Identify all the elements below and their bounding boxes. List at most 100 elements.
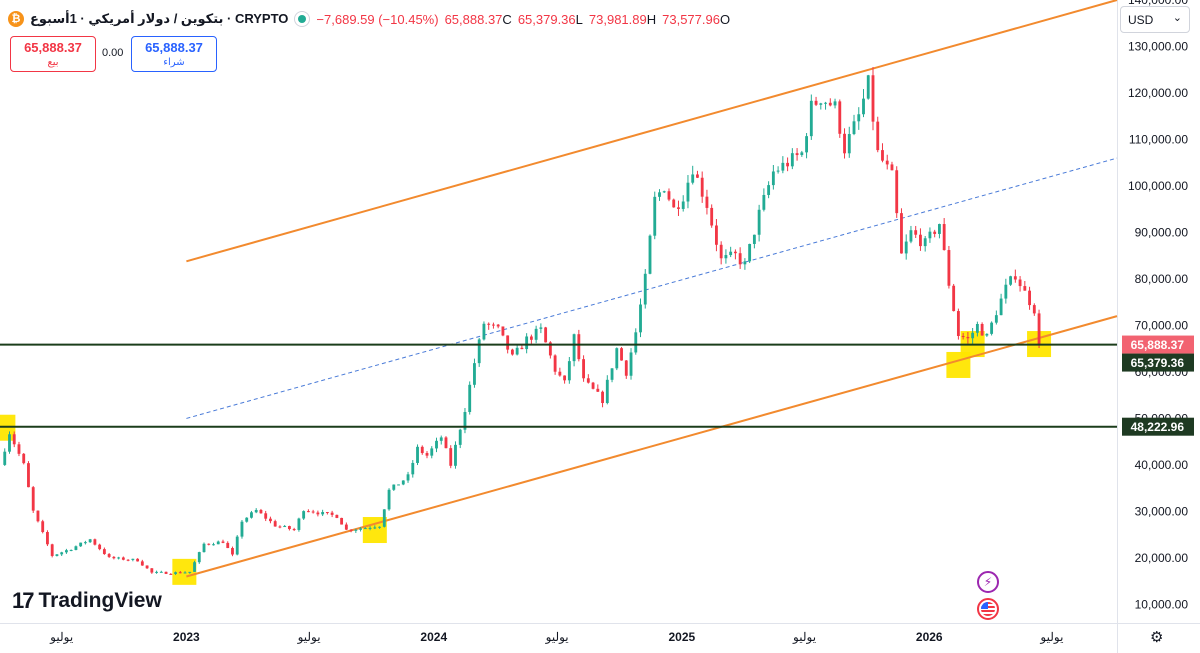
- us-flag-icon[interactable]: [977, 598, 999, 620]
- candle-body-down: [919, 234, 922, 247]
- sell-price: 65,888.37: [24, 40, 82, 55]
- candle-body-up: [235, 536, 239, 555]
- channel-mid-line: [186, 157, 1118, 419]
- candle-body-down: [900, 213, 903, 254]
- candle-body-up: [809, 100, 813, 137]
- candle-body-down: [914, 230, 918, 235]
- candle-body-down: [520, 347, 524, 350]
- candle-body-down: [980, 323, 984, 336]
- last-price-label-bg: [1122, 335, 1194, 354]
- candle-body-down: [136, 558, 140, 562]
- current-low-label: 65,379.36: [1131, 356, 1185, 370]
- flash-icon[interactable]: ⚡: [977, 571, 999, 593]
- candle-body-down: [733, 251, 737, 254]
- candle-body-up: [397, 484, 400, 486]
- candle-body-up: [729, 251, 733, 256]
- buy-button[interactable]: 65,888.37 شراء: [131, 36, 217, 72]
- candle-body-down: [881, 150, 884, 161]
- candle-body-up: [819, 103, 823, 105]
- candle-body-up: [985, 333, 989, 336]
- y-tick-label: 30,000.00: [1135, 504, 1189, 518]
- currency-selector[interactable]: USD ⌄: [1120, 6, 1190, 33]
- candle-body-down: [961, 335, 965, 338]
- tradingview-logo-icon: 17: [12, 588, 35, 613]
- channel-upper-line: [186, 0, 1118, 263]
- candle-body-up: [416, 446, 419, 463]
- candle-body-down: [1032, 305, 1036, 314]
- candle-body-up: [368, 527, 372, 529]
- x-tick-label: يوليو: [792, 630, 816, 644]
- candle-body-up: [762, 194, 766, 210]
- market-status-icon[interactable]: [294, 11, 311, 27]
- candle-body-up: [658, 192, 661, 197]
- y-tick-label: 70,000.00: [1135, 318, 1189, 332]
- candle-body-up: [605, 379, 609, 404]
- candle-body-down: [292, 529, 296, 531]
- candle-body-up: [904, 241, 908, 254]
- candle-body-down: [1018, 279, 1022, 287]
- candle-body-down: [287, 526, 291, 530]
- candle-body-up: [615, 348, 619, 369]
- candle-body-up: [990, 322, 994, 334]
- candle-body-up: [653, 196, 657, 236]
- candle-body-up: [824, 102, 827, 104]
- candle-body-down: [956, 311, 960, 336]
- candle-body-up: [354, 529, 358, 531]
- candle-body-up: [155, 571, 158, 573]
- candle-body-down: [93, 539, 97, 545]
- candle-body-down: [871, 75, 875, 122]
- price-change: −7,689.59 (−10.45%): [316, 11, 439, 27]
- candle-body-up: [909, 230, 913, 242]
- candle-body-down: [169, 573, 173, 575]
- candle-body-up: [193, 562, 196, 572]
- candle-body-down: [496, 324, 500, 327]
- candle-body-up: [8, 434, 11, 452]
- candle-body-down: [1028, 290, 1031, 306]
- candle-body-up: [363, 528, 367, 530]
- candle-body-up: [212, 544, 215, 546]
- candle-body-down: [738, 253, 742, 265]
- candle-body-up: [321, 512, 325, 515]
- candle-body-down: [624, 360, 628, 376]
- candle-body-up: [3, 451, 7, 465]
- candle-body-down: [316, 512, 320, 515]
- candle-body-up: [60, 552, 64, 555]
- buy-price: 65,888.37: [145, 40, 203, 55]
- sell-button[interactable]: 65,888.37 بيع: [10, 36, 96, 72]
- candle-body-down: [577, 334, 581, 360]
- x-tick-label: يوليو: [1039, 630, 1063, 644]
- candle-body-down: [449, 448, 453, 466]
- candle-body-down: [895, 170, 899, 214]
- candle-body-down: [349, 529, 353, 531]
- candle-body-up: [743, 261, 747, 265]
- currency-label: USD: [1128, 12, 1154, 27]
- gear-icon[interactable]: ⚙: [1150, 629, 1164, 646]
- candle-body-up: [994, 315, 998, 323]
- candle-body-down: [582, 359, 586, 379]
- candle-body-up: [800, 152, 804, 156]
- tradingview-logo-text: TradingView: [38, 589, 162, 612]
- tradingview-logo[interactable]: 17 TradingView: [12, 588, 162, 614]
- candle-body-down: [601, 391, 604, 404]
- candle-body-down: [947, 250, 951, 286]
- candle-body-down: [596, 388, 600, 392]
- candle-body-up: [643, 273, 647, 305]
- candle-body-up: [866, 75, 870, 99]
- x-tick-label: 2024: [420, 630, 447, 644]
- candle-body-up: [430, 448, 434, 456]
- y-tick-label: 10,000.00: [1135, 597, 1189, 611]
- candle-body-down: [672, 199, 676, 208]
- highlight-box: [0, 414, 16, 441]
- candle-body-up: [188, 571, 192, 573]
- candle-body-up: [55, 554, 59, 556]
- candle-body-down: [340, 517, 344, 525]
- symbol-title[interactable]: بتكوين / دولار أمريكي · 1أسبوع · CRYPTO: [30, 11, 289, 26]
- candle-body-up: [767, 185, 771, 195]
- candle-body-up: [999, 298, 1003, 316]
- candle-body-down: [591, 382, 595, 389]
- current-low-label-bg: [1122, 353, 1194, 372]
- candle-body-up: [250, 512, 253, 518]
- candle-body-down: [828, 102, 832, 106]
- candle-body-down: [107, 554, 111, 557]
